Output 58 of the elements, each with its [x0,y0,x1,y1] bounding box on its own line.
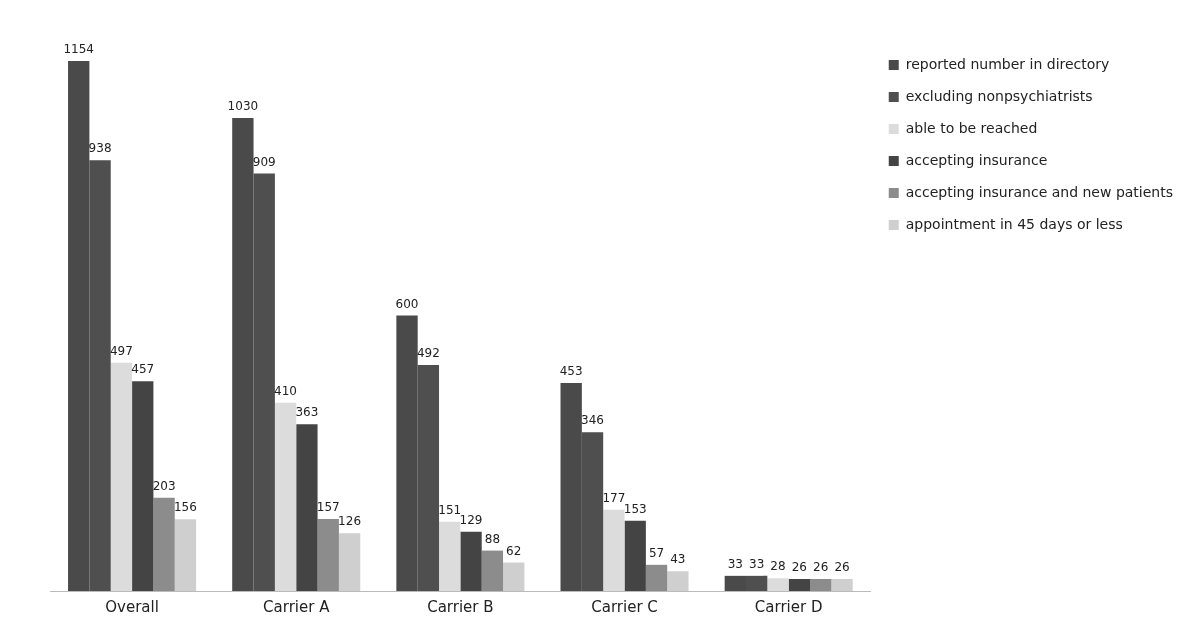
data-label: 453 [559,364,583,379]
bar [338,533,361,591]
bar [481,550,504,591]
bar [274,402,297,591]
bar [132,381,154,591]
data-label: 153 [623,501,647,516]
bar [174,519,197,591]
data-label: 909 [252,154,276,169]
x-tick-label: Carrier C [591,597,658,616]
data-label: 26 [834,560,850,575]
legend-label: accepting insurance and new patients [905,183,1174,200]
data-label: 126 [338,514,362,529]
bar [645,564,668,591]
bar [831,579,853,591]
bar [153,497,175,591]
data-label: 129 [459,512,483,527]
bar [788,579,811,591]
data-label: 26 [813,560,829,575]
data-label: 43 [670,552,686,567]
data-label: 363 [295,405,319,420]
bar [110,362,133,591]
data-label: 1154 [63,42,94,57]
bar [460,531,482,591]
bar [296,424,318,591]
data-label: 62 [506,543,522,558]
bar [503,562,525,591]
data-label: 28 [770,559,786,574]
x-tick-label: Carrier B [427,597,494,616]
legend-label: reported number in directory [905,55,1110,72]
data-label: 26 [791,560,807,575]
data-label: 151 [438,502,462,517]
x-tick-label: Carrier A [263,597,331,616]
data-label: 600 [395,296,419,311]
data-label: 346 [581,413,604,428]
legend-label: accepting insurance [905,151,1048,168]
x-tick-label: Overall [105,597,159,616]
data-label: 157 [316,500,340,515]
legend-label: appointment in 45 days or less [905,215,1123,232]
legend-label: excluding nonpsychiatrists [905,87,1093,104]
x-tick-label: Carrier D [754,597,823,616]
bar [439,521,461,591]
data-label: 57 [648,545,665,560]
data-label: 457 [131,362,155,377]
bar [667,571,689,591]
bar [624,520,646,591]
bar [603,509,625,591]
bar [317,518,339,591]
data-label: 1030 [227,99,259,114]
data-label: 33 [749,556,765,571]
data-label: 33 [727,556,743,571]
data-label: 203 [152,478,176,493]
bar [767,578,789,591]
data-label: 156 [173,500,197,515]
bar [810,579,832,591]
data-label: 177 [602,490,626,505]
data-label: 938 [88,141,112,156]
data-label: 88 [484,531,501,546]
legend-label: able to be reached [905,119,1038,136]
